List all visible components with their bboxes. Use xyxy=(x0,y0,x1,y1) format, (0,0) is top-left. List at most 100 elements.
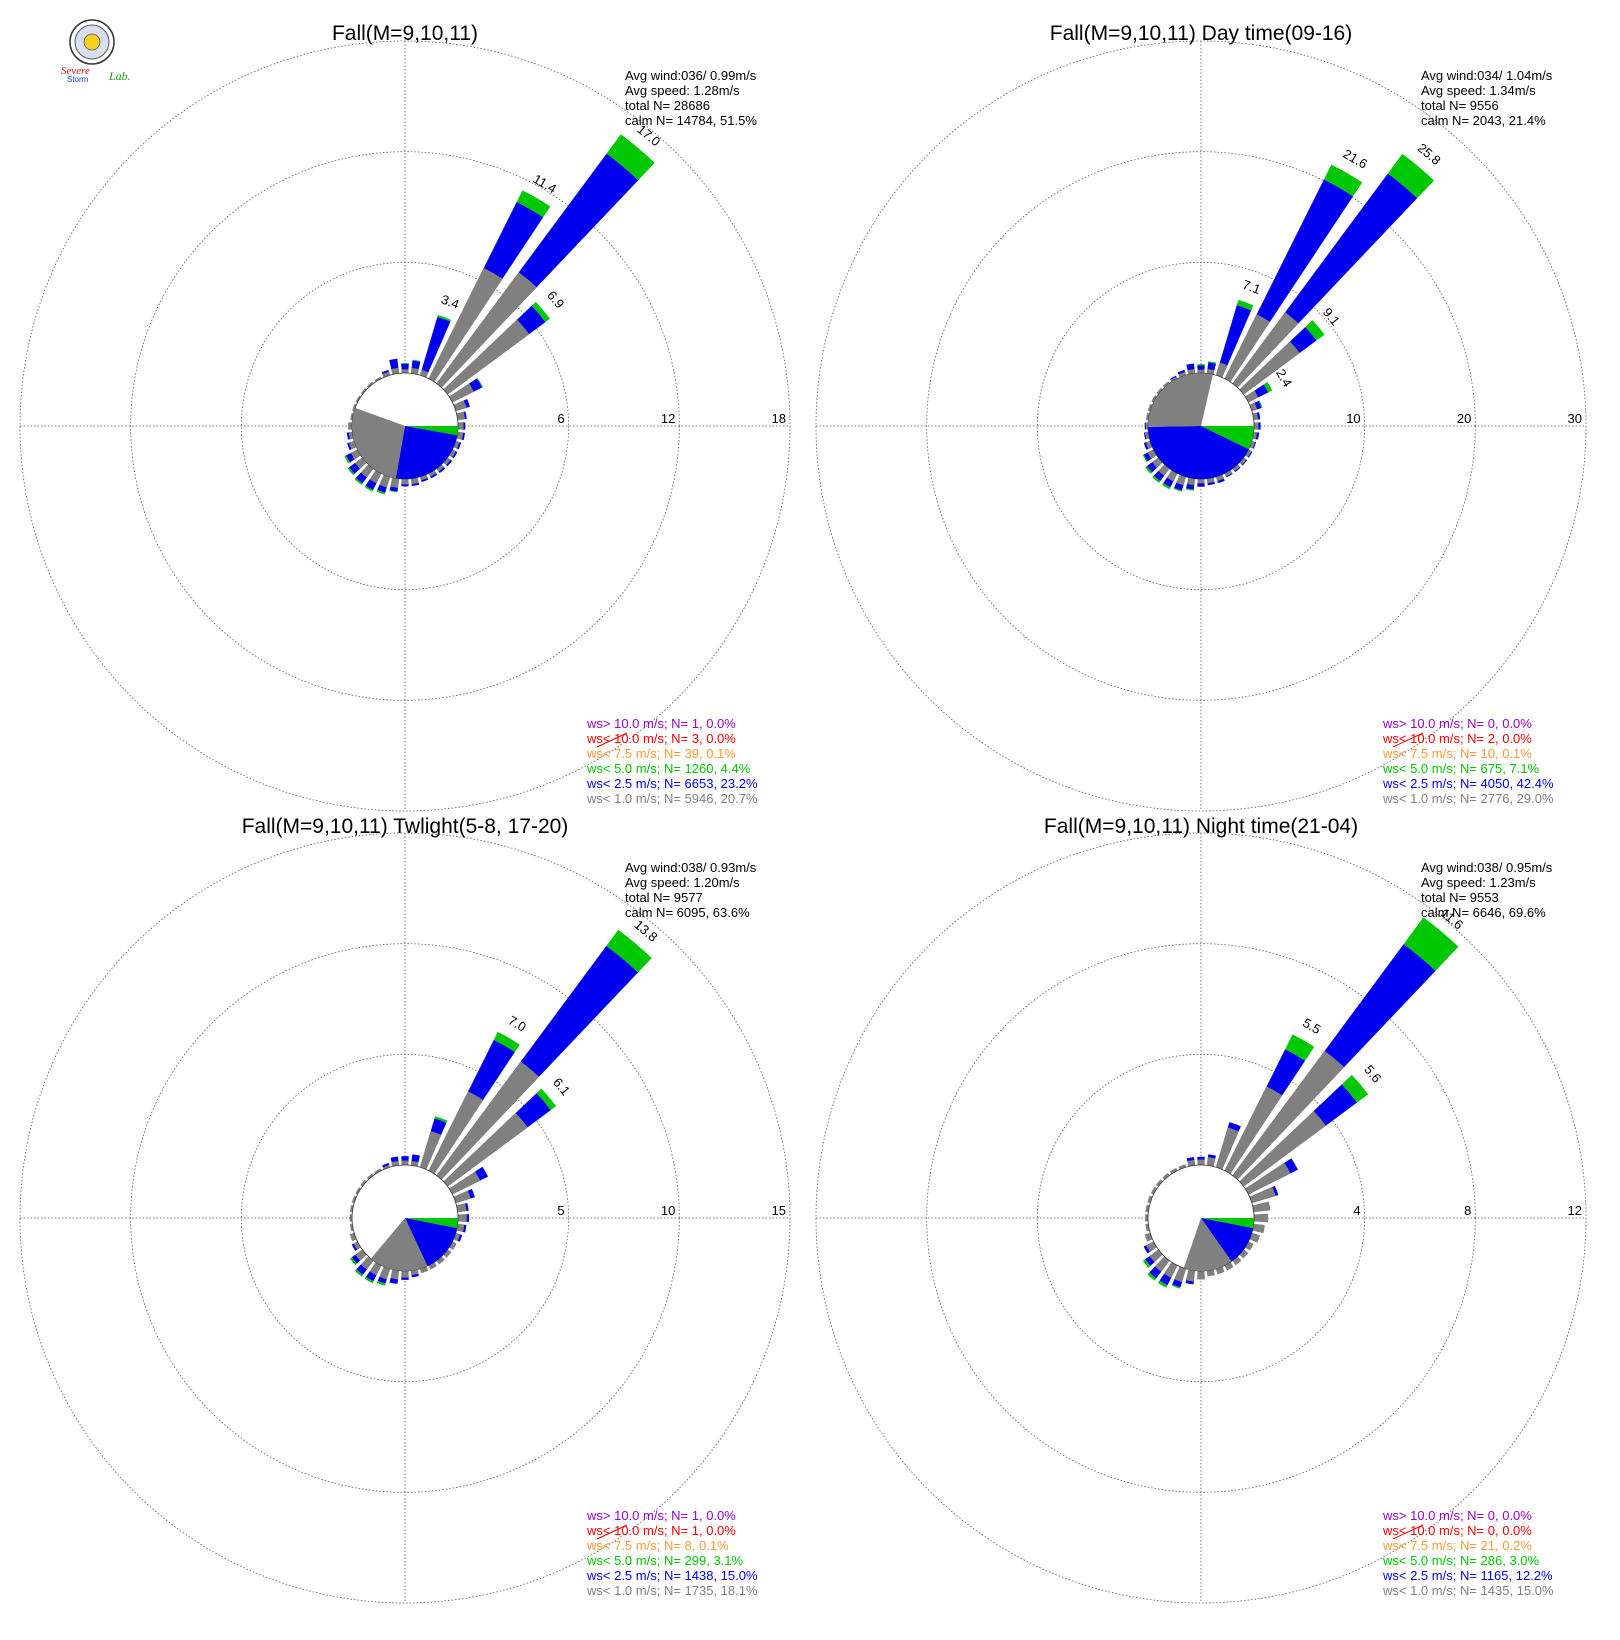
bar-segment-calm-gray xyxy=(401,1270,409,1278)
bar-segment-blue xyxy=(355,472,367,484)
bar-segment-green xyxy=(349,1257,357,1266)
calm-pie-blue xyxy=(1201,1218,1254,1262)
stats-line: total N= 9556 xyxy=(1421,98,1499,113)
bar-segment-calm-gray xyxy=(1197,1270,1205,1280)
stats-line: Avg speed: 1.23m/s xyxy=(1421,875,1536,890)
legend-entry: ws< 2.5 m/s; N= 4050, 42.4% xyxy=(1382,776,1554,791)
bar-segment-blue xyxy=(390,1156,399,1163)
bar-segment-green xyxy=(1185,488,1194,491)
bar-segment-green xyxy=(1387,153,1435,199)
panel-title: Fall(M=9,10,11) Twlight(5-8, 17-20) xyxy=(242,815,569,838)
legend-entry: ws< 10.0 m/s; N= 3, 0.0% xyxy=(586,731,736,746)
bar-segment-calm-gray xyxy=(401,478,409,485)
bar-segment-calm-gray xyxy=(1253,422,1259,430)
bar-segment-blue xyxy=(468,1039,515,1100)
bar-segment-blue xyxy=(401,1277,409,1280)
bar-segment-blue xyxy=(1186,363,1195,371)
bar-segment-green xyxy=(1145,466,1153,474)
legend-entry: ws< 5.0 m/s; N= 675, 7.1% xyxy=(1382,761,1540,776)
bar-segment-green xyxy=(376,489,386,495)
bar-segment-green xyxy=(1152,475,1161,483)
bar-segment-blue xyxy=(1254,400,1262,410)
ring-tick-label: 8 xyxy=(1464,1203,1471,1218)
bar-segment-blue xyxy=(1145,1256,1155,1266)
calm-pie-gray xyxy=(352,407,405,479)
bar-segment-blue xyxy=(430,1118,447,1135)
bar-segment-blue xyxy=(461,432,465,441)
bar-value-label: 7.1 xyxy=(1241,277,1263,297)
stats-line: Avg wind:034/ 1.04m/s xyxy=(1421,68,1553,83)
legend-strike xyxy=(1392,732,1424,748)
bar-segment-blue xyxy=(351,1254,361,1264)
bar-segment-green xyxy=(1323,164,1363,197)
bar-segment-blue xyxy=(1144,422,1146,430)
seal-star-icon xyxy=(83,33,101,51)
stats-line: Avg speed: 1.20m/s xyxy=(625,875,740,890)
legend-strike xyxy=(1392,1524,1424,1540)
bar-segment-blue xyxy=(1254,384,1269,398)
legend-entry: ws< 1.0 m/s; N= 1735, 18.1% xyxy=(586,1583,758,1598)
legend-entry: ws< 1.0 m/s; N= 5946, 20.7% xyxy=(586,791,758,806)
bar-segment-green xyxy=(401,362,409,364)
bar-segment-blue xyxy=(1185,1280,1194,1285)
bar-segment-blue xyxy=(411,482,420,486)
bar-segment-blue xyxy=(1197,365,1205,370)
bar-segment-blue xyxy=(1256,179,1354,322)
stats-line: Avg wind:036/ 0.99m/s xyxy=(625,68,757,83)
bar-segment-blue xyxy=(1207,362,1216,371)
legend-entry: ws< 5.0 m/s; N= 286, 3.0% xyxy=(1382,1553,1540,1568)
stats-line: total N= 28686 xyxy=(625,98,710,113)
bar-segment-blue xyxy=(389,1278,398,1284)
stats-line: Avg wind:038/ 0.93m/s xyxy=(625,860,757,875)
stats-line: Avg speed: 1.28m/s xyxy=(625,83,740,98)
legend-entry: ws< 1.0 m/s; N= 2776, 29.0% xyxy=(1382,791,1554,806)
calm-pie-blue xyxy=(1148,426,1249,479)
bar-segment-blue xyxy=(1284,1158,1298,1174)
bar-segment-green xyxy=(531,301,550,323)
stats-line: calm N= 6646, 69.6% xyxy=(1421,905,1546,920)
bar-segment-blue xyxy=(1169,375,1177,380)
bar-segment-blue xyxy=(463,411,467,420)
bar-segment-blue xyxy=(438,467,446,474)
calm-pie-green xyxy=(1201,426,1254,450)
bar-segment-blue xyxy=(1146,462,1157,473)
bar-segment-blue xyxy=(1163,477,1174,488)
bar-segment-blue xyxy=(517,305,546,335)
stats-line: calm N= 2043, 21.4% xyxy=(1421,113,1546,128)
bar-segment-blue xyxy=(1255,432,1260,440)
bar-segment-blue xyxy=(1234,466,1241,473)
bar-segment-calm-gray xyxy=(457,1214,468,1222)
ring-tick-label: 30 xyxy=(1568,411,1582,426)
bar-segment-blue xyxy=(1159,1273,1172,1286)
windrose-panel-2: Fall(M=9,10,11) Day time(09-16) 10 20 30 7.1… xyxy=(815,22,1587,812)
bar-segment-blue xyxy=(515,1093,551,1128)
bar-segment-calm-gray xyxy=(1197,1159,1205,1166)
bar-segment-blue xyxy=(520,945,639,1077)
legend-strike xyxy=(596,732,628,748)
bar-segment-blue xyxy=(1149,1266,1162,1279)
legend-entry: ws< 2.5 m/s; N= 1438, 15.0% xyxy=(586,1568,758,1583)
bar-value-label: 3.4 xyxy=(439,292,461,312)
bar-segment-calm-gray xyxy=(457,422,464,430)
bar-segment-blue xyxy=(1227,1122,1241,1132)
bar-segment-blue xyxy=(1226,472,1233,478)
calm-pie-blue xyxy=(395,426,458,479)
legend-entry: ws< 10.0 m/s; N= 0, 0.0% xyxy=(1382,1523,1532,1538)
logo-text-lab: Lab. xyxy=(108,69,131,83)
bar-segment-green xyxy=(1341,1074,1369,1103)
ring-tick-label: 6 xyxy=(557,411,564,426)
ring-tick-label: 5 xyxy=(557,1203,564,1218)
bar-segment-blue xyxy=(349,463,360,474)
bar-segment-blue xyxy=(462,1224,467,1233)
bar-segment-blue xyxy=(463,422,466,430)
bar-segment-blue xyxy=(1143,442,1149,450)
bar-segment-calm-gray xyxy=(401,369,409,374)
bar-segment-green xyxy=(364,485,374,492)
legend-entry: ws> 10.0 m/s; N= 1, 0.0% xyxy=(586,716,736,731)
bar-segment-blue xyxy=(1241,459,1248,466)
bar-segment-blue xyxy=(347,442,352,451)
bar-segment-green xyxy=(1305,320,1325,341)
bar-segment-blue xyxy=(1290,327,1317,354)
bar-segment-blue xyxy=(456,442,462,450)
